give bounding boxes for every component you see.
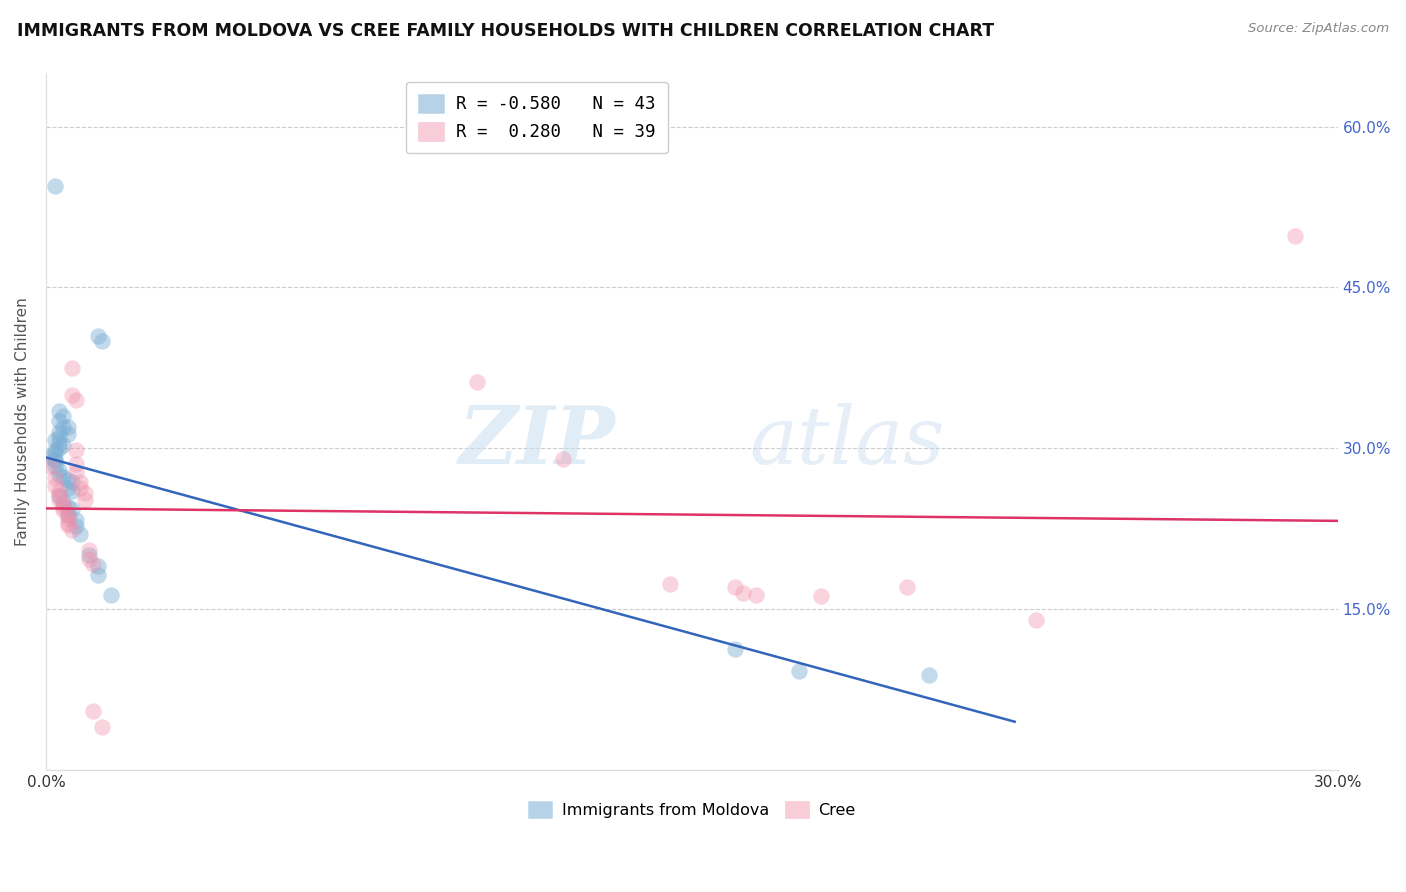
- Point: [48, 467, 70, 482]
- Point: [73, 492, 96, 507]
- Point: [56, 427, 79, 442]
- Point: [745, 588, 768, 602]
- Point: [56, 500, 79, 514]
- Point: [56, 518, 79, 533]
- Text: ZIP: ZIP: [458, 403, 616, 481]
- Point: [896, 581, 918, 595]
- Point: [69, 475, 91, 490]
- Point: [810, 589, 832, 603]
- Point: [77, 543, 100, 558]
- Point: [86, 559, 108, 574]
- Point: [48, 489, 70, 503]
- Point: [56, 481, 79, 495]
- Point: [733, 586, 755, 600]
- Point: [44, 446, 66, 460]
- Point: [551, 451, 574, 466]
- Point: [48, 462, 70, 476]
- Point: [44, 178, 66, 193]
- Point: [44, 454, 66, 468]
- Point: [65, 513, 87, 527]
- Point: [44, 471, 66, 485]
- Point: [65, 443, 87, 458]
- Point: [48, 483, 70, 498]
- Point: [91, 720, 114, 734]
- Point: [52, 438, 75, 452]
- Point: [65, 457, 87, 471]
- Point: [465, 375, 488, 389]
- Text: IMMIGRANTS FROM MOLDOVA VS CREE FAMILY HOUSEHOLDS WITH CHILDREN CORRELATION CHAR: IMMIGRANTS FROM MOLDOVA VS CREE FAMILY H…: [17, 22, 994, 40]
- Point: [73, 486, 96, 500]
- Point: [100, 588, 122, 602]
- Point: [86, 567, 108, 582]
- Point: [65, 519, 87, 533]
- Point: [91, 334, 114, 348]
- Point: [917, 668, 939, 682]
- Point: [44, 443, 66, 458]
- Point: [48, 492, 70, 507]
- Point: [60, 502, 83, 516]
- Point: [48, 441, 70, 455]
- Point: [52, 494, 75, 508]
- Point: [48, 430, 70, 444]
- Point: [48, 435, 70, 450]
- Point: [52, 500, 75, 514]
- Text: atlas: atlas: [749, 403, 945, 481]
- Point: [52, 409, 75, 423]
- Point: [52, 497, 75, 511]
- Point: [789, 664, 811, 678]
- Point: [48, 403, 70, 417]
- Point: [39, 459, 62, 474]
- Point: [60, 523, 83, 537]
- Point: [77, 551, 100, 566]
- Point: [659, 577, 682, 591]
- Point: [86, 328, 108, 343]
- Legend: Immigrants from Moldova, Cree: Immigrants from Moldova, Cree: [522, 794, 862, 824]
- Point: [56, 419, 79, 434]
- Point: [60, 360, 83, 375]
- Point: [52, 470, 75, 484]
- Point: [69, 526, 91, 541]
- Y-axis label: Family Households with Children: Family Households with Children: [15, 297, 30, 546]
- Point: [60, 483, 83, 498]
- Point: [44, 478, 66, 492]
- Point: [52, 419, 75, 434]
- Point: [56, 516, 79, 530]
- Point: [65, 392, 87, 407]
- Point: [724, 581, 747, 595]
- Point: [52, 503, 75, 517]
- Point: [44, 459, 66, 474]
- Point: [56, 508, 79, 522]
- Point: [1025, 613, 1047, 627]
- Point: [724, 641, 747, 656]
- Point: [77, 549, 100, 563]
- Point: [56, 473, 79, 487]
- Point: [60, 475, 83, 490]
- Point: [48, 488, 70, 502]
- Point: [60, 387, 83, 401]
- Point: [65, 465, 87, 479]
- Point: [48, 425, 70, 439]
- Point: [39, 450, 62, 464]
- Point: [48, 414, 70, 428]
- Point: [69, 481, 91, 495]
- Point: [82, 704, 104, 718]
- Point: [82, 557, 104, 571]
- Point: [1284, 228, 1306, 243]
- Point: [56, 510, 79, 524]
- Point: [56, 508, 79, 522]
- Point: [44, 451, 66, 466]
- Text: Source: ZipAtlas.com: Source: ZipAtlas.com: [1249, 22, 1389, 36]
- Point: [44, 433, 66, 447]
